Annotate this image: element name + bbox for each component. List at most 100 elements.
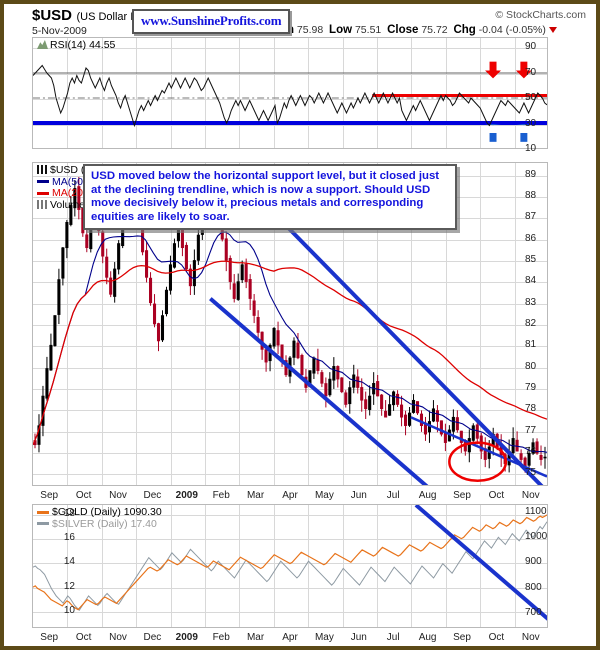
x-axis-tick: Mar bbox=[246, 632, 265, 643]
y-axis-tick: 82 bbox=[525, 318, 537, 329]
chg-label: Chg bbox=[453, 24, 476, 36]
rsi-legend-label: RSI(14) 44.55 bbox=[50, 39, 116, 51]
y-axis-tick: 16 bbox=[63, 532, 75, 544]
y-axis-tick: 18 bbox=[63, 507, 75, 519]
y-axis-tick: 89 bbox=[525, 168, 537, 180]
arrow-down-icon bbox=[485, 61, 501, 79]
y-axis-tick: 84 bbox=[525, 275, 537, 287]
watermark-badge: www.SunshineProfits.com bbox=[132, 9, 291, 34]
declining-trendline-extension bbox=[414, 505, 547, 621]
gold-swatch-icon bbox=[37, 510, 49, 514]
y-axis-tick: 85 bbox=[525, 254, 537, 266]
arrow-down-icon bbox=[515, 61, 532, 79]
y-axis-tick: 78 bbox=[525, 403, 537, 415]
rsi-panel: RSI(14) 44.55 bbox=[32, 37, 548, 149]
close-label: Close bbox=[387, 24, 419, 36]
rsi-plot bbox=[33, 61, 547, 142]
breakdown-highlight bbox=[448, 441, 508, 483]
legend-gold-label: $GOLD (Daily) 1090.30 bbox=[52, 506, 162, 518]
gold-silver-plot bbox=[33, 505, 547, 621]
y-axis-tick: 79 bbox=[525, 381, 537, 393]
x-axis-tick: Oct bbox=[75, 632, 92, 643]
x-axis-tick: Feb bbox=[212, 632, 230, 643]
x-axis-tick: Jun bbox=[350, 490, 367, 501]
y-axis-tick: 700 bbox=[525, 606, 542, 618]
x-axis-tick: Sep bbox=[453, 632, 471, 643]
x-axis-tick: Jul bbox=[386, 490, 400, 501]
x-axis-tick: Aug bbox=[418, 490, 437, 501]
y-axis-tick: 77 bbox=[525, 424, 537, 436]
y-axis-tick: 86 bbox=[525, 232, 537, 244]
y-axis-tick: 800 bbox=[525, 581, 542, 593]
copyright-label: © StockCharts.com bbox=[495, 9, 586, 21]
support-channel bbox=[410, 416, 547, 478]
y-axis-tick: 87 bbox=[525, 211, 537, 223]
declining-trendline-lower bbox=[209, 297, 429, 485]
annotation-callout: USD moved below the horizontal support l… bbox=[83, 164, 457, 231]
candlestick-icon bbox=[37, 165, 48, 174]
y-axis-tick: 70 bbox=[525, 66, 537, 78]
x-axis-tick: Dec bbox=[143, 632, 162, 643]
x-axis-tick: Jun bbox=[350, 632, 367, 643]
arrow-up-icon bbox=[485, 124, 501, 142]
x-axis-tick: Dec bbox=[143, 490, 162, 501]
rsi-legend: RSI(14) 44.55 bbox=[37, 39, 116, 52]
volume-icon bbox=[37, 199, 48, 209]
y-axis-tick: 81 bbox=[525, 339, 537, 351]
x-axis-tick: Aug bbox=[418, 632, 437, 643]
y-axis-tick: 80 bbox=[525, 360, 537, 372]
symbol-ticker: $USD bbox=[32, 7, 73, 24]
low-value: 75.51 bbox=[354, 24, 382, 36]
x-axis-tick: Sep bbox=[40, 632, 59, 643]
x-axis-tick: Nov bbox=[109, 490, 127, 501]
x-axis-tick: Oct bbox=[488, 490, 505, 501]
x-axis-tick: Jul bbox=[386, 632, 400, 643]
x-axis-tick: Oct bbox=[75, 490, 92, 501]
x-axis-tick: Feb bbox=[212, 490, 230, 501]
x-axis-tick: Nov bbox=[109, 632, 127, 643]
x-axis-tick: Sep bbox=[40, 490, 59, 501]
quote-date: 5-Nov-2009 bbox=[32, 25, 87, 37]
x-axis-tick: Nov bbox=[521, 490, 540, 501]
x-axis-tick: May bbox=[314, 632, 334, 643]
y-axis-tick: 83 bbox=[525, 296, 537, 308]
close-value: 75.72 bbox=[421, 24, 448, 36]
gold-silver-panel: $GOLD (Daily) 1090.30 $SILVER (Daily) 17… bbox=[32, 504, 548, 628]
rsi-mountain-icon bbox=[37, 40, 48, 49]
arrow-up-icon bbox=[515, 124, 532, 142]
y-axis-tick: 88 bbox=[525, 190, 537, 202]
chg-down-triangle-icon bbox=[548, 27, 557, 34]
y-axis-tick: 1100 bbox=[525, 505, 547, 517]
y-axis-tick: 10 bbox=[63, 604, 75, 616]
x-axis-tick: May bbox=[314, 490, 334, 501]
legend-gold-row: $GOLD (Daily) 1090.30 bbox=[37, 506, 162, 519]
ma50-swatch-icon bbox=[37, 180, 49, 184]
y-axis-tick: 30 bbox=[525, 117, 537, 129]
x-axis-tick: Sep bbox=[453, 490, 471, 501]
y-axis-tick: 76 bbox=[525, 445, 537, 457]
legend-silver-label: $SILVER (Daily) 17.40 bbox=[52, 517, 157, 530]
x-axis-tick: Mar bbox=[246, 490, 265, 501]
high-value: 75.98 bbox=[296, 24, 324, 36]
legend-silver-row: $SILVER (Daily) 17.40 bbox=[37, 517, 162, 531]
y-axis-tick: 90 bbox=[525, 41, 537, 53]
x-axis-tick: 2009 bbox=[175, 632, 198, 643]
annotation-text: USD moved below the horizontal support l… bbox=[91, 170, 440, 223]
y-axis-tick: 900 bbox=[525, 556, 542, 568]
gold-silver-legend: $GOLD (Daily) 1090.30 $SILVER (Daily) 17… bbox=[37, 506, 162, 531]
watermark-text: www.SunshineProfits.com bbox=[141, 13, 282, 28]
silver-swatch-icon bbox=[37, 522, 49, 526]
x-axis-tick: Apr bbox=[282, 632, 298, 643]
chg-value: -0.04 (-0.05%) bbox=[478, 24, 546, 36]
y-axis-tick: 75 bbox=[525, 467, 537, 479]
x-axis-tick: Nov bbox=[521, 632, 540, 643]
x-axis-tick: Apr bbox=[282, 490, 298, 501]
y-axis-tick: 14 bbox=[63, 556, 75, 568]
y-axis-tick: 50 bbox=[525, 92, 537, 104]
low-label: Low bbox=[329, 24, 353, 36]
x-axis-tick: Oct bbox=[488, 632, 505, 643]
y-axis-tick: 12 bbox=[63, 580, 75, 592]
y-axis-tick: 10 bbox=[525, 143, 537, 154]
x-axis-tick: 2009 bbox=[175, 490, 198, 501]
